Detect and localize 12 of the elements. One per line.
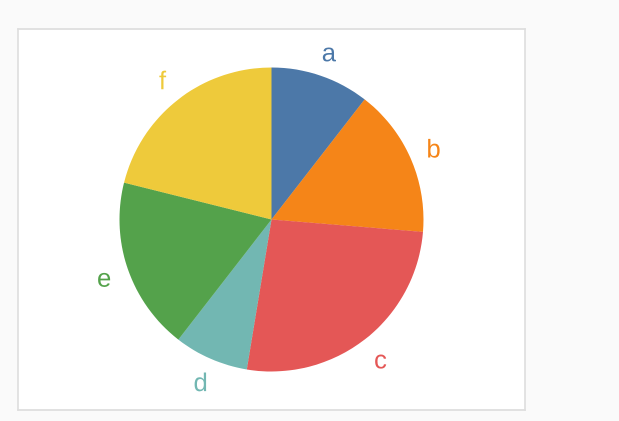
- slice-label: a: [322, 47, 336, 62]
- pie-slice: [246, 220, 423, 372]
- pie-slice: [272, 99, 424, 232]
- pie-slice: [120, 182, 272, 340]
- slice-label: d: [194, 372, 206, 392]
- slice-label: f: [159, 70, 166, 90]
- slice-label: b: [428, 138, 440, 158]
- slice-label: c: [375, 354, 386, 369]
- pie-slice: [178, 220, 272, 370]
- slice-label: e: [98, 272, 110, 287]
- pie-slice: [124, 68, 272, 220]
- pie-slice: [272, 68, 365, 220]
